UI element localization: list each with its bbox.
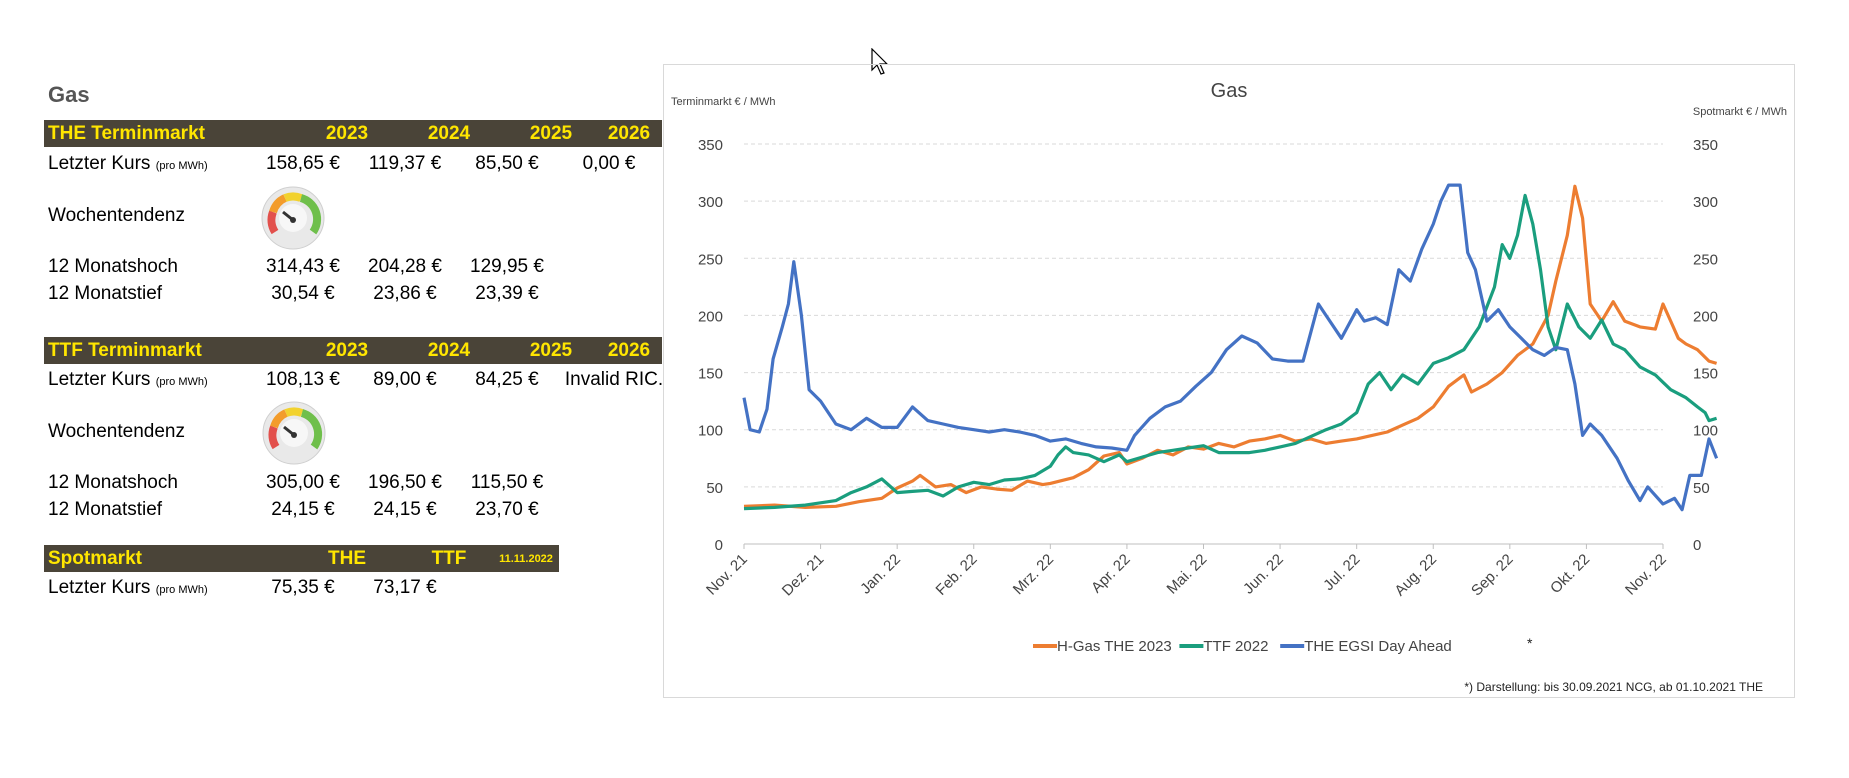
y-tick-right: 350 [1693,137,1718,154]
value-cell: 108,13 € [266,369,340,390]
value-cell: 84,25 € [475,369,539,390]
x-tick-label: Mai. 22 [1164,551,1211,598]
x-tick-label: Dez. 21 [779,551,828,600]
chart-frame [663,64,1795,698]
value-cell: 24,15 € [373,499,437,520]
header-label: TTF Terminmarkt [48,340,202,361]
unit-text: (pro MWh) [155,584,208,596]
x-tick-label: Aug. 22 [1391,551,1440,600]
row-label: Letzter Kurs (pro MWh) [48,369,208,391]
ttf-table-header: TTF Terminmarkt 2023 2024 2025 2026 [44,337,662,364]
header-year: 2024 [427,340,471,361]
unit-text: (pro MWh) [155,376,208,388]
value-cell: 23,70 € [475,499,539,520]
row-label: Letzter Kurs (pro MWh) [48,153,208,175]
left-axis-label: Terminmarkt € / MWh [671,96,776,108]
y-tick-left: 350 [698,137,723,154]
row-label: 12 Monatstief [48,283,163,304]
unit-text: (pro MWh) [155,160,208,172]
value-cell: 30,54 € [271,283,335,304]
y-tick-left: 250 [698,251,723,268]
value-cell: 314,43 € [266,256,340,277]
page-title: Gas [48,82,90,107]
label-text: Letzter Kurs [48,153,151,174]
x-tick-label: Okt. 22 [1547,551,1593,597]
legend-label: TTF 2022 [1203,638,1268,655]
x-tick-label: Jul. 22 [1320,551,1363,594]
row-label: 12 Monatshoch [48,256,178,277]
y-tick-right: 300 [1693,194,1718,211]
header-label: THE Terminmarkt [48,123,205,144]
value-cell: 24,15 € [271,499,335,520]
x-tick-label: Jun. 22 [1240,551,1287,598]
row-label: 12 Monatstief [48,499,163,520]
legend-label: H-Gas THE 2023 [1057,638,1172,655]
gauge-icon [262,401,326,465]
header-label: Spotmarkt [48,548,142,569]
y-tick-left: 100 [698,423,723,440]
value-cell: 75,35 € [271,577,335,598]
value-cell: 196,50 € [368,472,442,493]
the-table-header: THE Terminmarkt 2023 2024 2025 2026 [44,120,662,147]
x-tick-label: Sep. 22 [1468,551,1517,600]
x-tick-label: Nov. 21 [703,551,751,599]
spot-table-header: Spotmarkt THE TTF 11.11.2022 [44,545,559,572]
y-tick-right: 0 [1693,537,1701,554]
y-tick-left: 300 [698,194,723,211]
label-text: Letzter Kurs [48,577,151,598]
value-cell: 23,39 € [475,283,539,304]
value-cell: 89,00 € [373,369,437,390]
value-cell: 73,17 € [373,577,437,598]
header-year: 2023 [325,123,369,144]
value-cell: 129,95 € [470,256,544,277]
value-cell: 158,65 € [266,153,340,174]
x-tick-label: Feb. 22 [933,551,981,599]
header-year: 2025 [529,123,573,144]
y-tick-right: 100 [1693,423,1718,440]
header-year: 2024 [427,123,471,144]
y-tick-right: 200 [1693,308,1718,325]
value-cell: 0,00 € [582,153,636,174]
y-tick-left: 200 [698,308,723,325]
header-date: 11.11.2022 [499,553,553,565]
y-tick-right: 250 [1693,251,1718,268]
y-tick-right: 150 [1693,366,1718,383]
value-cell: Invalid RIC. [564,369,664,390]
y-tick-left: 50 [706,480,723,497]
footnote-marker: * [1527,635,1533,651]
legend-label: THE EGSI Day Ahead [1304,638,1452,655]
header-market: THE [328,548,366,569]
chart-footnote: *) Darstellung: bis 30.09.2021 NCG, ab 0… [1464,680,1763,694]
label-text: Letzter Kurs [48,369,151,390]
row-label: 12 Monatshoch [48,472,178,493]
right-axis-label: Spotmarkt € / MWh [1693,106,1787,118]
value-cell: 115,50 € [470,472,544,493]
header-year: 2023 [325,340,369,361]
value-cell: 204,28 € [368,256,442,277]
header-year: 2025 [529,340,573,361]
y-tick-right: 50 [1693,480,1710,497]
row-label: Wochentendenz [48,205,185,226]
row-label: Wochentendenz [48,421,185,442]
series-line [743,193,1718,511]
y-tick-left: 150 [698,366,723,383]
row-label: Letzter Kurs (pro MWh) [48,577,208,599]
value-cell: 23,86 € [373,283,437,304]
gauge-icon [261,186,325,250]
x-tick-label: Jan. 22 [857,551,904,598]
value-cell: 305,00 € [266,472,340,493]
x-tick-label: Nov. 22 [1622,551,1670,599]
header-year: 2026 [607,340,651,361]
y-tick-left: 0 [715,537,723,554]
x-tick-label: Apr. 22 [1088,551,1134,597]
value-cell: 85,50 € [475,153,539,174]
header-market: TTF [431,548,467,569]
x-tick-label: Mrz. 22 [1010,551,1057,598]
value-cell: 119,37 € [368,153,442,174]
header-year: 2026 [607,123,651,144]
chart-title: Gas [1211,80,1248,102]
series-line [742,183,1719,512]
gas-price-chart: Gas Terminmarkt € / MWh Spotmarkt € / MW… [671,80,1787,694]
